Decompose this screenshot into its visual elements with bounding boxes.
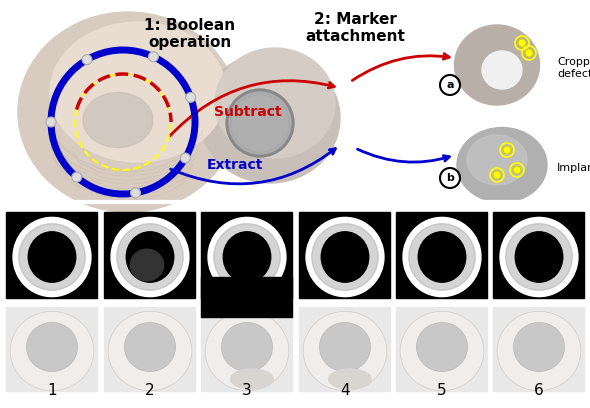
Ellipse shape <box>231 369 273 389</box>
Ellipse shape <box>454 25 539 105</box>
FancyBboxPatch shape <box>299 212 390 298</box>
Ellipse shape <box>200 53 340 183</box>
Ellipse shape <box>515 232 563 282</box>
Text: a: a <box>446 80 454 90</box>
Ellipse shape <box>229 92 291 154</box>
Text: 6: 6 <box>534 383 544 398</box>
Circle shape <box>518 39 526 47</box>
Ellipse shape <box>417 322 468 372</box>
Ellipse shape <box>108 311 192 390</box>
FancyBboxPatch shape <box>201 212 292 298</box>
Text: 5: 5 <box>437 383 447 398</box>
Ellipse shape <box>329 369 371 389</box>
Circle shape <box>181 153 191 163</box>
Text: 1: 1 <box>47 383 57 398</box>
Text: 2: Marker
attachment: 2: Marker attachment <box>305 12 405 44</box>
Circle shape <box>493 171 501 179</box>
FancyBboxPatch shape <box>299 307 390 391</box>
Ellipse shape <box>482 51 522 89</box>
Ellipse shape <box>126 232 173 282</box>
Circle shape <box>130 188 140 198</box>
Ellipse shape <box>221 322 273 372</box>
Ellipse shape <box>50 22 226 162</box>
Ellipse shape <box>409 224 476 290</box>
Ellipse shape <box>457 127 547 202</box>
Ellipse shape <box>467 135 527 185</box>
Ellipse shape <box>226 89 294 157</box>
FancyBboxPatch shape <box>104 307 195 391</box>
Ellipse shape <box>18 12 238 212</box>
FancyBboxPatch shape <box>396 212 487 298</box>
Ellipse shape <box>214 224 280 290</box>
Ellipse shape <box>83 93 153 148</box>
Circle shape <box>503 146 511 154</box>
Ellipse shape <box>28 232 76 282</box>
FancyBboxPatch shape <box>493 212 584 298</box>
Text: Subtract: Subtract <box>214 105 282 119</box>
Ellipse shape <box>418 232 466 282</box>
Text: b: b <box>446 173 454 183</box>
Text: Cropped
defect: Cropped defect <box>557 57 590 79</box>
Ellipse shape <box>306 217 384 297</box>
FancyBboxPatch shape <box>201 277 292 317</box>
Circle shape <box>513 166 521 174</box>
Text: Extract: Extract <box>207 158 263 172</box>
Text: 3: 3 <box>242 383 252 398</box>
Ellipse shape <box>403 217 481 297</box>
Circle shape <box>149 52 159 62</box>
Ellipse shape <box>232 95 287 151</box>
Ellipse shape <box>208 217 286 297</box>
Ellipse shape <box>513 322 565 372</box>
FancyBboxPatch shape <box>493 307 584 391</box>
Ellipse shape <box>400 311 484 390</box>
Ellipse shape <box>500 217 578 297</box>
FancyBboxPatch shape <box>6 212 97 298</box>
Ellipse shape <box>303 311 387 390</box>
Ellipse shape <box>10 311 94 390</box>
Ellipse shape <box>321 232 369 282</box>
Ellipse shape <box>27 322 78 372</box>
Text: 1: Boolean
operation: 1: Boolean operation <box>145 18 235 51</box>
Ellipse shape <box>223 232 271 282</box>
FancyBboxPatch shape <box>201 307 292 391</box>
Ellipse shape <box>130 249 163 281</box>
Circle shape <box>82 55 92 64</box>
Ellipse shape <box>19 224 85 290</box>
Ellipse shape <box>111 217 189 297</box>
Circle shape <box>46 117 56 127</box>
Ellipse shape <box>117 224 183 290</box>
Ellipse shape <box>497 311 581 390</box>
FancyBboxPatch shape <box>104 212 195 298</box>
FancyBboxPatch shape <box>6 307 97 391</box>
Ellipse shape <box>205 311 289 390</box>
Text: 2: 2 <box>145 383 155 398</box>
Circle shape <box>186 92 196 102</box>
Ellipse shape <box>506 224 572 290</box>
Ellipse shape <box>312 224 378 290</box>
Circle shape <box>525 49 533 57</box>
Ellipse shape <box>319 322 371 372</box>
Ellipse shape <box>124 322 176 372</box>
Ellipse shape <box>215 48 335 158</box>
Text: Implant: Implant <box>557 163 590 173</box>
Text: 4: 4 <box>340 383 350 398</box>
Ellipse shape <box>13 217 91 297</box>
FancyBboxPatch shape <box>396 307 487 391</box>
Circle shape <box>72 172 82 182</box>
